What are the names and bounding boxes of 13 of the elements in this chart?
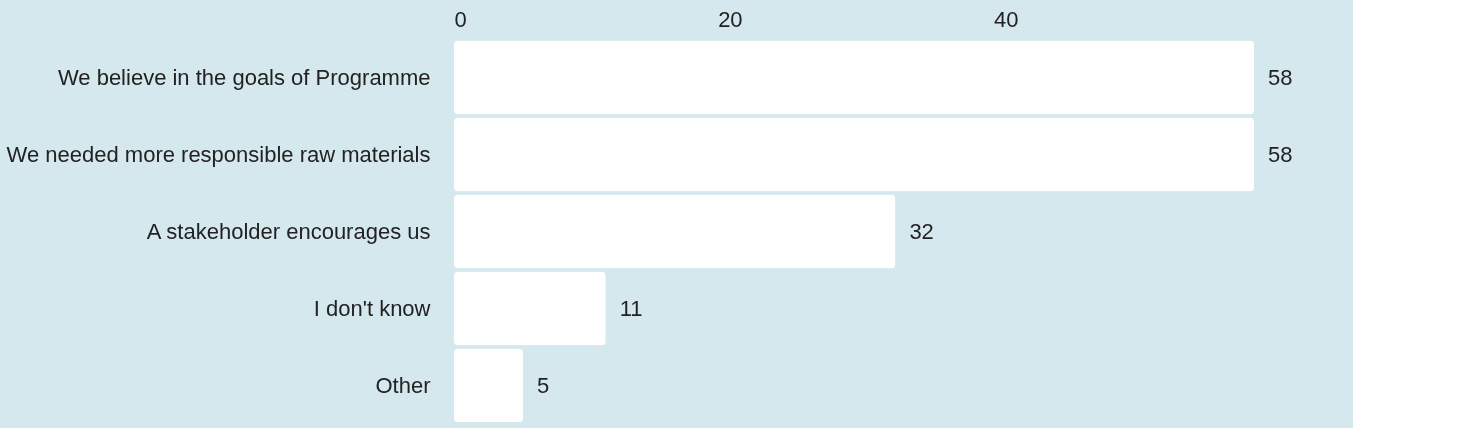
y-tick-label: Other: [375, 372, 431, 398]
data-label: 5: [536, 372, 550, 398]
x-tick-label: 40: [993, 6, 1019, 32]
y-tick-label: A stakeholder encourages us: [146, 218, 431, 244]
x-tick-label: 20: [718, 6, 743, 32]
data-label: 11: [619, 295, 643, 321]
data-label: 58: [1268, 141, 1293, 167]
y-tick-label: We needed more responsible raw materials: [6, 141, 431, 167]
y-tick-label: We believe in the goals of Programme: [57, 64, 431, 90]
x-tick-label: 0: [454, 6, 467, 32]
y-tick-label: I don't know: [313, 295, 431, 321]
data-label: 58: [1268, 64, 1293, 90]
data-label: 32: [909, 218, 934, 244]
